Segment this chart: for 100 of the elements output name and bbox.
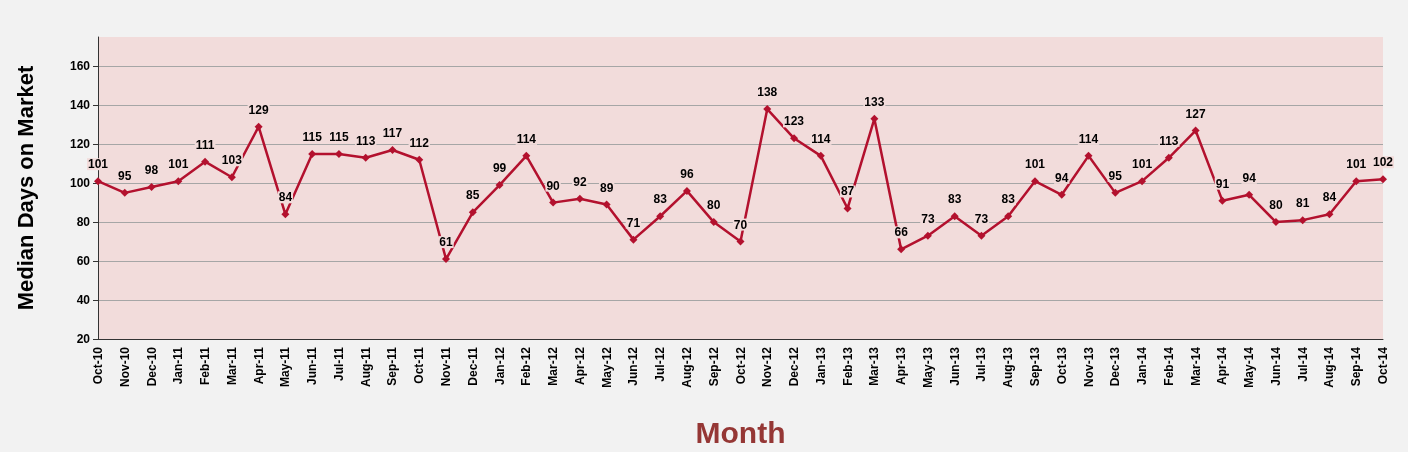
- data-label: 87: [840, 184, 855, 199]
- x-tick-label: Oct-14: [1376, 346, 1390, 385]
- x-tick-label: Jul-11: [331, 346, 346, 382]
- point: [442, 255, 451, 264]
- data-label: 113: [1159, 133, 1179, 148]
- point: [1325, 210, 1334, 219]
- data-label: 80: [1269, 198, 1283, 213]
- point: [1111, 188, 1120, 197]
- data-label: 85: [466, 188, 480, 203]
- data-label: 114: [516, 131, 537, 146]
- data-label: 96: [680, 166, 694, 181]
- x-tick-label: Jul-13: [974, 346, 989, 382]
- x-tick-label: Feb-11: [198, 346, 213, 386]
- x-tick-label: Dec-13: [1108, 346, 1123, 387]
- x-tick-label: Aug-12: [679, 346, 694, 388]
- point: [1138, 177, 1147, 186]
- x-tick-label: Jul-14: [1295, 346, 1310, 382]
- x-tick-label: May-14: [1242, 346, 1257, 388]
- data-label: 90: [546, 178, 561, 193]
- point: [415, 155, 424, 164]
- data-label: 115: [329, 129, 349, 144]
- point: [977, 231, 986, 240]
- x-tick-label: Feb-14: [1161, 346, 1176, 386]
- data-label: 83: [1001, 192, 1016, 207]
- x-tick-label: Sep-11: [385, 346, 400, 386]
- point: [1218, 196, 1227, 205]
- data-label: 133: [864, 94, 885, 109]
- x-tick-label: Apr-11: [251, 346, 266, 385]
- data-label: 99: [492, 161, 507, 176]
- point: [816, 151, 825, 160]
- point: [361, 153, 370, 162]
- point: [1379, 175, 1387, 184]
- data-label: 83: [947, 192, 962, 207]
- data-label: 95: [118, 168, 132, 183]
- point: [94, 177, 102, 186]
- data-label: 83: [653, 192, 668, 207]
- data-label: 71: [626, 215, 641, 230]
- data-label: 84: [278, 190, 293, 205]
- data-label: 94: [1242, 170, 1257, 185]
- x-tick-label: Sep-14: [1349, 346, 1364, 387]
- data-label: 91: [1215, 176, 1230, 191]
- data-label: 84: [1322, 190, 1337, 205]
- data-label: 138: [757, 85, 778, 100]
- x-tick-label: Nov-12: [760, 346, 775, 388]
- x-tick-label: Aug-13: [1001, 346, 1016, 388]
- data-label: 81: [1296, 196, 1310, 211]
- x-tick-label: Apr-12: [572, 346, 587, 386]
- point: [656, 212, 665, 221]
- x-tick-label: Oct-11: [412, 346, 427, 384]
- point: [1004, 212, 1013, 221]
- data-label: 114: [1078, 131, 1099, 146]
- point: [281, 210, 290, 219]
- data-label: 111: [195, 137, 215, 152]
- x-tick-label: Aug-11: [358, 346, 373, 388]
- point: [602, 200, 611, 209]
- y-tick-label: 100: [69, 176, 91, 191]
- point: [790, 134, 799, 143]
- data-label: 95: [1108, 168, 1123, 183]
- x-tick-label: May-13: [920, 346, 935, 388]
- x-axis-title: Month: [695, 415, 786, 449]
- point: [709, 218, 718, 227]
- point: [549, 198, 558, 207]
- point: [1352, 177, 1361, 186]
- data-label: 61: [439, 235, 454, 250]
- point: [897, 245, 906, 254]
- data-label: 98: [144, 163, 159, 178]
- point: [575, 194, 584, 203]
- data-label: 89: [599, 180, 614, 195]
- data-label: 73: [974, 211, 989, 226]
- data-label: 66: [894, 225, 909, 240]
- data-label: 70: [733, 217, 748, 232]
- x-tick-label: Dec-10: [144, 346, 159, 387]
- point: [174, 177, 183, 186]
- x-tick-label: Jun-12: [626, 346, 641, 386]
- y-tick-label: 160: [69, 59, 91, 74]
- data-label: 129: [248, 102, 269, 117]
- x-tick-label: Feb-12: [519, 346, 534, 386]
- y-tick-label: 120: [69, 137, 91, 152]
- point: [1030, 177, 1039, 186]
- data-label: 123: [784, 114, 805, 129]
- x-tick-label: May-12: [599, 346, 614, 388]
- x-tick-label: Mar-11: [224, 346, 239, 386]
- y-tick-label: 20: [76, 332, 91, 346]
- data-label: 117: [382, 126, 403, 141]
- data-label: 113: [356, 133, 376, 148]
- point: [468, 208, 477, 217]
- data-label: 112: [409, 135, 430, 150]
- data-label: 101: [1346, 157, 1367, 172]
- x-tick-label: Dec-12: [787, 346, 802, 387]
- point: [629, 235, 638, 244]
- y-tick-label: 80: [76, 215, 91, 230]
- point: [1298, 216, 1307, 225]
- data-label: 101: [1132, 157, 1153, 172]
- x-tick-label: Nov-11: [439, 346, 454, 387]
- point: [1191, 126, 1200, 135]
- data-label: 102: [1372, 155, 1394, 170]
- x-tick-label: Mar-12: [546, 346, 561, 386]
- data-label: 103: [221, 153, 243, 168]
- point: [1271, 218, 1280, 227]
- data-label: 73: [921, 211, 935, 226]
